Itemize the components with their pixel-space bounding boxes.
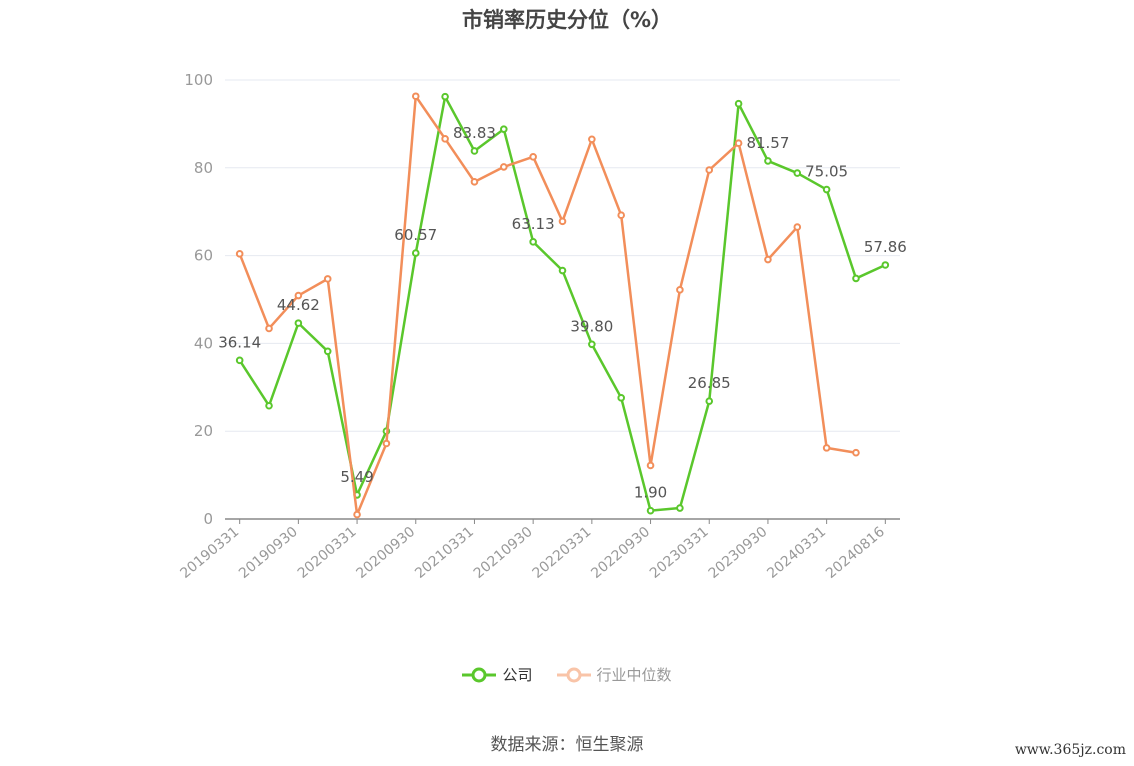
y-tick-label: 60 [194,247,213,265]
data-label: 60.57 [394,226,437,244]
data-point-0 [764,157,772,165]
data-label: 26.85 [688,374,731,392]
data-label: 83.83 [453,124,496,142]
data-point-1 [793,223,802,231]
data-label: 81.57 [746,134,789,152]
data-point-1 [852,448,860,457]
data-point-0 [558,266,567,275]
y-tick-label: 80 [194,159,213,177]
x-tick-label: 20240331 [764,524,829,582]
legend-swatch-company [462,667,497,682]
data-point-0 [441,92,449,101]
y-tick-label: 20 [194,422,213,440]
data-point-1 [617,211,625,220]
y-tick-label: 0 [203,510,213,528]
data-point-0 [676,504,684,512]
data-point-0 [235,356,244,365]
data-point-0 [265,401,273,410]
data-point-1 [558,217,567,226]
series-line-0 [238,95,886,512]
data-point-0 [500,125,508,133]
data-point-1 [764,255,772,264]
data-point-1 [676,286,684,294]
x-tick-label: 20220930 [588,524,653,582]
x-tick-label: 20210930 [471,524,536,582]
x-tick-label: 20200331 [295,524,360,582]
data-point-1 [705,166,714,174]
data-point-1 [265,324,273,333]
x-tick-label: 20190930 [236,524,301,582]
legend-label-company: 公司 [502,666,533,684]
data-label: 75.05 [805,163,848,181]
data-point-0 [705,397,714,405]
data-label: 63.13 [512,215,555,233]
data-label: 39.80 [570,317,613,335]
data-point-1 [529,153,537,161]
data-point-1 [235,250,244,258]
data-point-0 [588,340,596,349]
data-label: 44.62 [277,296,320,314]
data-point-0 [529,238,537,246]
data-point-1 [470,178,479,186]
data-point-1 [411,92,420,101]
chart-title: 市销率历史分位（%） [461,8,673,32]
data-point-0 [793,169,802,177]
data-point-1 [588,135,596,144]
legend-item-industry[interactable]: 行业中位数 [556,664,672,685]
data-point-1 [441,135,449,143]
x-tick-label: 20220331 [530,524,595,582]
y-tick-label: 40 [194,334,213,352]
x-tick-label: 20230331 [647,524,712,582]
data-point-0 [734,99,743,108]
x-tick-label: 20200930 [353,524,418,582]
data-label: 36.14 [218,333,261,351]
data-label: 1.90 [634,484,667,502]
data-point-1 [500,163,508,171]
data-point-0 [470,147,479,155]
x-tick-label: 20210331 [412,524,477,582]
data-point-1 [822,444,831,452]
series-line-1 [238,94,857,516]
data-point-0 [617,394,625,402]
data-point-1 [294,291,303,300]
data-label: 57.86 [864,238,907,256]
legend: 公司 行业中位数 [0,664,1134,685]
y-tick-label: 100 [184,71,213,89]
legend-label-industry: 行业中位数 [596,666,672,684]
data-point-1 [353,510,361,519]
legend-swatch-industry [556,667,591,682]
x-tick-label: 20190331 [177,524,242,582]
data-point-1 [646,461,655,470]
data-point-0 [646,506,655,515]
data-point-0 [411,249,420,257]
data-point-0 [294,319,303,327]
data-point-0 [323,347,332,356]
x-tick-label: 20240816 [823,524,888,582]
data-point-0 [881,261,890,269]
watermark: www.365jz.com [1014,742,1126,758]
data-point-1 [382,439,391,448]
x-tick-label: 20230930 [706,524,771,582]
legend-item-company[interactable]: 公司 [462,664,533,685]
data-label: 5.49 [340,468,373,486]
data-point-0 [852,274,860,283]
data-point-1 [323,275,332,283]
source-note: 数据来源：恒生聚源 [490,735,644,755]
data-point-0 [822,185,831,194]
data-point-1 [734,139,743,148]
